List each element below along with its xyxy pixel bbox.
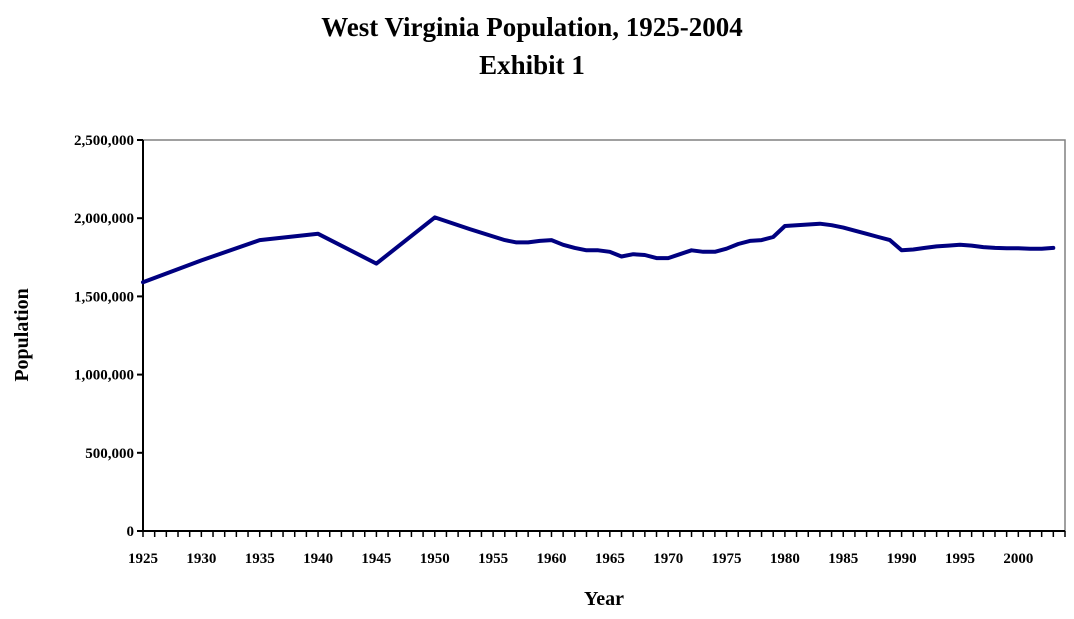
chart-subtitle: Exhibit 1 — [479, 50, 585, 80]
x-tick-label: 1970 — [653, 551, 683, 567]
y-tick-label: 2,500,000 — [74, 133, 134, 149]
chart-title: West Virginia Population, 1925-2004 — [321, 12, 743, 42]
x-tick-label: 1955 — [478, 551, 508, 567]
x-axis: 1925 1930 1935 1940 1945 1950 1955 1960 1965 1970… — [128, 530, 1066, 567]
x-tick-label: 1945 — [361, 551, 391, 567]
y-tick-label: 0 — [127, 524, 135, 540]
x-tick-label: 1985 — [828, 551, 858, 567]
x-tick-label: 1925 — [128, 551, 158, 567]
population-series-line — [141, 215, 1056, 285]
x-tick-label: 1930 — [186, 551, 216, 567]
series-layer — [141, 215, 1056, 285]
x-tick-label: 1940 — [303, 551, 333, 567]
x-tick-label: 1965 — [595, 551, 625, 567]
x-tick-label: 1990 — [887, 551, 917, 567]
y-axis-label: Population — [11, 288, 33, 381]
x-tick-label: 1935 — [245, 551, 275, 567]
x-tick-label: 1995 — [945, 551, 975, 567]
y-tick-label: 1,500,000 — [74, 289, 134, 305]
x-tick-label: 1980 — [770, 551, 800, 567]
x-tick-label: 1960 — [536, 551, 566, 567]
x-axis-label: Year — [584, 588, 624, 610]
x-tick-label: 2000 — [1003, 551, 1033, 567]
y-axis: 0 500,000 1,000,000 1,500,000 2,000,000 2,500… — [74, 133, 144, 540]
y-tick-label: 500,000 — [85, 446, 134, 462]
x-tick-label: 1975 — [712, 551, 742, 567]
y-tick-label: 1,000,000 — [74, 368, 134, 384]
y-tick-label: 2,000,000 — [74, 211, 134, 227]
plot-area-frame — [142, 139, 1066, 532]
x-tick-label: 1950 — [420, 551, 450, 567]
